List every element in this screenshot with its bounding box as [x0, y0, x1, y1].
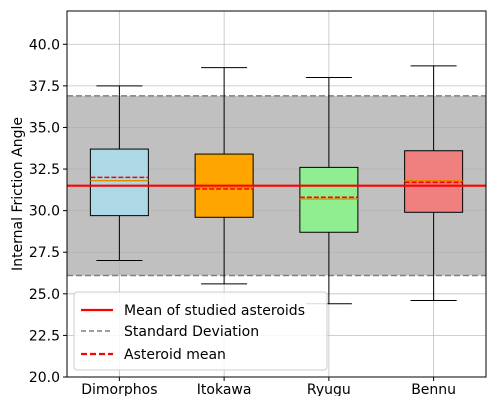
legend-frame [73, 291, 328, 371]
y-tick-label: 30.0 [29, 204, 60, 220]
y-tick-label: 32.5 [29, 162, 60, 178]
box-dimorphos [89, 148, 149, 217]
y-tick-label: 22.5 [29, 328, 60, 344]
y-tick-label: 25.0 [29, 287, 60, 303]
plot-frame [66, 10, 487, 378]
y-tick-label: 20.0 [29, 370, 60, 386]
y-tick-label: 40.0 [29, 37, 60, 53]
x-tick-label-dimorphos: Dimorphos [81, 382, 157, 396]
y-axis-label: Internal Friction Angle [10, 117, 26, 271]
x-tick-label-bennu: Bennu [411, 382, 456, 396]
legend-label-mean-of-studied-asteroids: Mean of studied asteroids [124, 303, 305, 319]
box-bennu [404, 150, 464, 213]
y-tick-label: 37.5 [29, 79, 60, 95]
x-tick-label-ryugu: Ryugu [307, 382, 351, 396]
legend-label-standard-deviation: Standard Deviation [124, 324, 259, 340]
box-ryugu [299, 166, 359, 233]
box-group-dimorphos [89, 85, 149, 262]
x-tick-label-itokawa: Itokawa [197, 382, 252, 396]
legend-label-asteroid-mean: Asteroid mean [124, 347, 226, 363]
y-tick-label: 27.5 [29, 245, 60, 261]
box-group-bennu [404, 65, 464, 301]
box-group-ryugu [299, 77, 359, 305]
legend: Mean of studied asteroids Standard Devia… [73, 291, 328, 371]
y-tick-label: 35.0 [29, 120, 60, 136]
